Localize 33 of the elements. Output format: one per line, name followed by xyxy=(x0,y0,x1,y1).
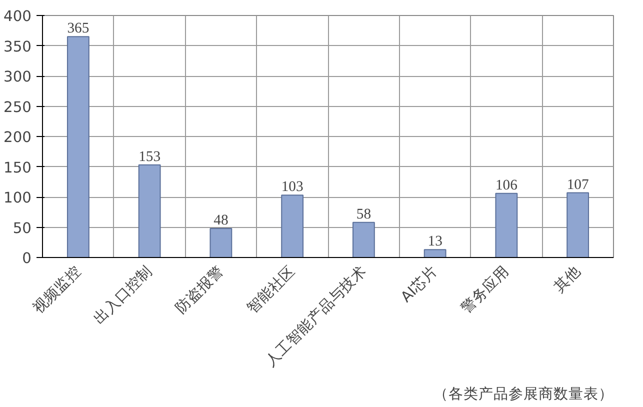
data-label: 103 xyxy=(281,179,304,196)
x-tick-label: 出入口控制 xyxy=(90,262,156,328)
bar xyxy=(281,194,304,258)
x-tick-label: 防盗报警 xyxy=(172,262,227,317)
y-tick-label: 250 xyxy=(4,98,32,116)
y-tick-label: 150 xyxy=(4,159,32,176)
y-tick-label: 100 xyxy=(4,190,32,206)
y-tick-label: 300 xyxy=(4,68,32,86)
bar xyxy=(210,228,232,258)
bar xyxy=(138,164,161,258)
data-label: 365 xyxy=(67,20,90,37)
data-label: 58 xyxy=(356,206,372,222)
bar xyxy=(66,36,90,258)
x-tick-label: AI芯片 xyxy=(398,262,442,306)
bar xyxy=(424,249,446,258)
data-label: 13 xyxy=(428,234,442,250)
x-tick-label: 警务应用 xyxy=(458,262,512,317)
bar xyxy=(352,222,375,258)
x-tick-label: 智能社区 xyxy=(244,262,298,317)
x-tick-label: 视频监控 xyxy=(30,262,84,317)
text: （各类产品参展商数量表） xyxy=(434,386,614,402)
bar xyxy=(495,192,518,258)
x-tick-label: 其他 xyxy=(550,262,584,296)
y-tick-label: 350 xyxy=(4,38,32,56)
data-label: 106 xyxy=(495,177,518,194)
bar xyxy=(566,192,590,258)
y-tick-label: 200 xyxy=(4,129,32,146)
data-label: 48 xyxy=(214,212,228,228)
y-tick-label: 50 xyxy=(12,220,32,237)
data-label: 153 xyxy=(138,148,161,165)
y-tick-label: 400 xyxy=(4,8,32,25)
data-label: 107 xyxy=(566,176,589,193)
y-tick-label: 0 xyxy=(22,250,32,267)
